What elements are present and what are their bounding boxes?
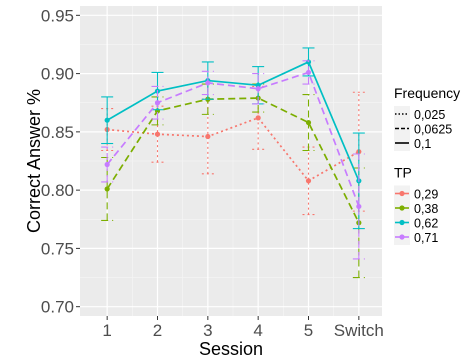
x-tick-label: 1	[102, 321, 111, 340]
x-tick-label: 5	[304, 321, 313, 340]
x-axis-ticks: 1 2 3 4 5 Switch	[102, 316, 384, 340]
x-tick-label: 3	[203, 321, 212, 340]
legend-title: Frequency	[394, 85, 460, 101]
data-point	[255, 115, 261, 121]
x-tick-label: 4	[253, 321, 262, 340]
y-axis-title: Correct Answer %	[24, 89, 44, 233]
data-point	[104, 161, 110, 168]
y-tick-label: 0.75	[41, 239, 74, 258]
legend-group-2: TP0,290,380,620,71	[394, 165, 438, 245]
legend-label: 0,025	[414, 108, 445, 122]
legend-label: 0,0625	[414, 123, 452, 137]
y-tick-label: 0.70	[41, 298, 74, 317]
series-line	[106, 97, 360, 224]
y-tick-label: 0.95	[41, 6, 74, 25]
y-tick-label: 0.85	[41, 123, 74, 142]
legend-label: 0,71	[414, 231, 438, 245]
data-point	[154, 100, 161, 106]
data-point	[305, 119, 312, 126]
data-point	[255, 86, 261, 92]
data-point	[356, 203, 362, 210]
series-layer	[101, 47, 365, 279]
minor-gridlines	[80, 6, 382, 316]
legend: Frequency0,0250,06250,1TP0,290,380,620,7…	[394, 85, 460, 245]
y-tick-label: 0.80	[41, 181, 74, 200]
x-tick-label: Switch	[334, 321, 384, 340]
data-point	[205, 80, 211, 86]
data-point	[104, 186, 110, 192]
legend-label: 0,62	[414, 217, 438, 231]
y-tick-label: 0.90	[41, 65, 74, 84]
data-point	[104, 117, 110, 123]
data-point	[205, 133, 211, 140]
legend-label: 0,1	[414, 137, 431, 151]
x-axis-title: Session	[199, 339, 263, 358]
legend-key-point	[399, 190, 405, 197]
y-axis-ticks: 0.70 0.75 0.80 0.85 0.90 0.95	[41, 6, 80, 317]
data-point	[305, 178, 312, 184]
data-point	[305, 69, 312, 76]
legend-label: 0,38	[414, 202, 438, 216]
x-tick-label: 2	[153, 321, 162, 340]
legend-label: 0,29	[414, 188, 438, 202]
series-line	[106, 60, 360, 182]
data-point	[154, 131, 161, 137]
legend-title: TP	[394, 165, 412, 181]
series-line	[106, 71, 360, 207]
legend-key-point	[399, 234, 405, 240]
legend-key-point	[399, 219, 405, 226]
legend-key-point	[399, 205, 405, 211]
series-4	[101, 60, 365, 260]
